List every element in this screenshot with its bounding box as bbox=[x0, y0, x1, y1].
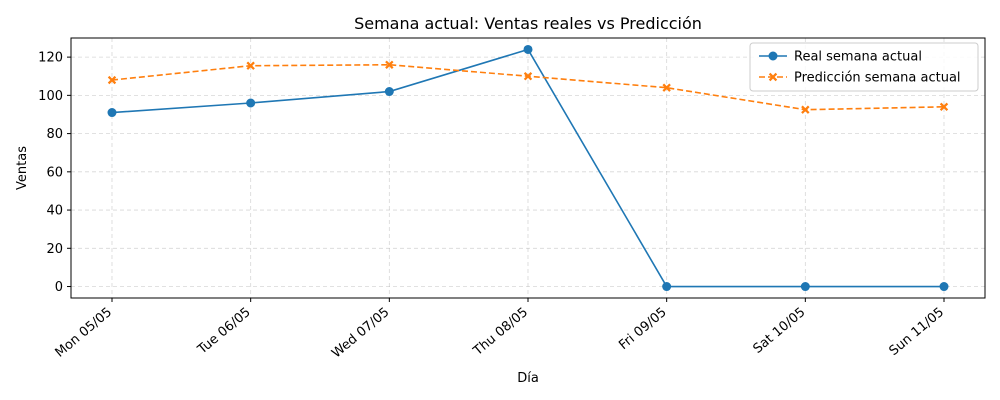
data-point bbox=[662, 282, 672, 292]
y-tick-label: 100 bbox=[38, 89, 63, 104]
data-point bbox=[107, 75, 117, 85]
x-axis: Mon 05/05 Tue 06/05 Wed 07/05 Thu 08/05 Fri … bbox=[53, 298, 947, 361]
legend-label: Real semana actual bbox=[794, 50, 922, 65]
legend: Real semana actual Predicción semana actu… bbox=[749, 42, 979, 92]
data-point bbox=[246, 98, 256, 108]
y-axis-label: Ventas bbox=[15, 146, 30, 190]
legend-box bbox=[749, 42, 979, 92]
series-layer bbox=[107, 44, 949, 292]
y-tick-label: 60 bbox=[46, 165, 63, 180]
data-point bbox=[939, 102, 949, 112]
y-axis: 0 20 40 60 80 100 120 bbox=[38, 51, 71, 295]
data-point bbox=[385, 60, 394, 69]
legend-item: Predicción semana actual bbox=[759, 71, 961, 86]
data-point bbox=[939, 282, 949, 292]
data-point bbox=[523, 72, 533, 81]
legend-item: Real semana actual bbox=[759, 50, 922, 65]
x-tick-label: Sun 11/05 bbox=[887, 305, 947, 359]
x-tick-label: Sat 10/05 bbox=[751, 305, 809, 357]
legend-marker bbox=[768, 51, 778, 61]
data-point bbox=[800, 282, 810, 292]
x-tick-label: Tue 06/05 bbox=[194, 305, 253, 358]
series-2 bbox=[107, 60, 949, 114]
y-tick-label: 120 bbox=[38, 51, 63, 66]
chart-title: Semana actual: Ventas reales vs Predicci… bbox=[354, 14, 702, 33]
y-tick-label: 80 bbox=[46, 127, 63, 142]
series-1 bbox=[107, 44, 949, 292]
data-point bbox=[107, 108, 117, 118]
y-tick-label: 40 bbox=[46, 204, 63, 219]
y-tick-label: 20 bbox=[46, 242, 63, 257]
legend-label: Predicción semana actual bbox=[794, 71, 961, 86]
x-tick-label: Mon 05/05 bbox=[53, 305, 116, 361]
data-point bbox=[384, 87, 394, 97]
x-tick-label: Thu 08/05 bbox=[470, 305, 531, 360]
data-point bbox=[662, 83, 671, 92]
y-tick-label: 0 bbox=[55, 280, 63, 295]
data-point bbox=[523, 44, 533, 54]
x-tick-label: Fri 09/05 bbox=[616, 305, 669, 353]
x-tick-label: Wed 07/05 bbox=[329, 305, 392, 361]
legend-marker bbox=[768, 72, 778, 82]
grid bbox=[71, 38, 985, 298]
data-point bbox=[246, 61, 255, 70]
data-point bbox=[801, 105, 810, 114]
x-axis-label: Día bbox=[517, 371, 539, 386]
